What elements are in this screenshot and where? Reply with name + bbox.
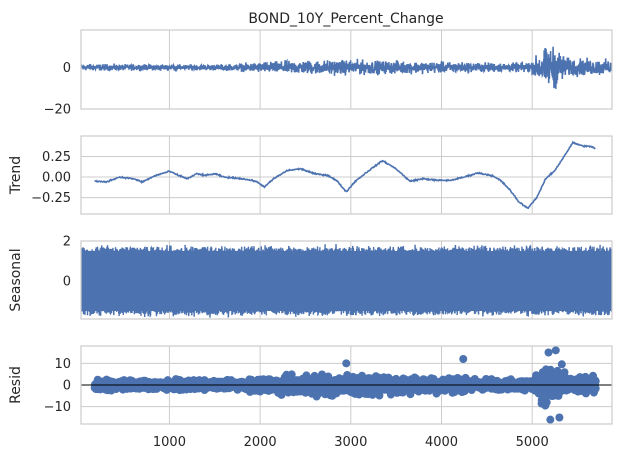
x-tick-label: 5000 [516, 435, 549, 450]
y-tick-label: 10 [54, 357, 71, 372]
panel-frame [80, 29, 613, 110]
panel-trend: 0.25 0.00 −0.25 Trend [8, 135, 613, 215]
trend-series-line [94, 140, 596, 210]
x-tick-label: 4000 [425, 435, 458, 450]
resid-point [591, 384, 600, 393]
y-tick-label: 2 [63, 235, 71, 250]
panel-data [81, 46, 612, 89]
chart-title: BOND_10Y_Percent_Change [248, 11, 443, 27]
y-tick-label: −20 [44, 103, 71, 118]
panel-resid: 10 0 −10 Resid 1000 2000 3000 4000 5000 [8, 345, 613, 450]
x-tick-label: 2000 [244, 435, 277, 450]
resid-outlier-point [544, 348, 553, 357]
y-tick-label: −10 [44, 400, 71, 415]
y-tick-label: 0.00 [42, 171, 71, 186]
resid-point [557, 360, 566, 369]
resid-outlier-point [555, 413, 564, 422]
panel-frame [80, 240, 613, 320]
panel-data [94, 140, 596, 210]
resid-outlier-point [459, 355, 468, 363]
resid-outlier-point [342, 359, 351, 368]
observed-series-line [81, 46, 612, 89]
y-tick-label: 0 [63, 275, 71, 290]
panel-seasonal: 2 0 Seasonal [8, 235, 613, 320]
trend-axis-label: Trend [8, 156, 24, 195]
resid-outlier-point [551, 346, 560, 355]
panel-data [81, 244, 612, 318]
seasonal-series-line [81, 244, 612, 318]
panel-frame [80, 135, 613, 215]
panel-observed: 0 −20 [44, 29, 613, 118]
resid-axis-label: Resid [8, 366, 24, 404]
y-tick-label: 0 [63, 379, 71, 394]
y-tick-label: −0.25 [31, 191, 71, 206]
resid-outlier-point [546, 415, 555, 424]
seasonal-axis-label: Seasonal [8, 248, 24, 311]
panel-frame [80, 345, 613, 425]
resid-point [542, 398, 551, 407]
y-tick-label: 0 [63, 61, 71, 76]
x-tick-label: 1000 [153, 435, 186, 450]
y-tick-label: 0.25 [42, 150, 71, 165]
x-tick-label: 3000 [334, 435, 367, 450]
resid-point [591, 377, 600, 386]
